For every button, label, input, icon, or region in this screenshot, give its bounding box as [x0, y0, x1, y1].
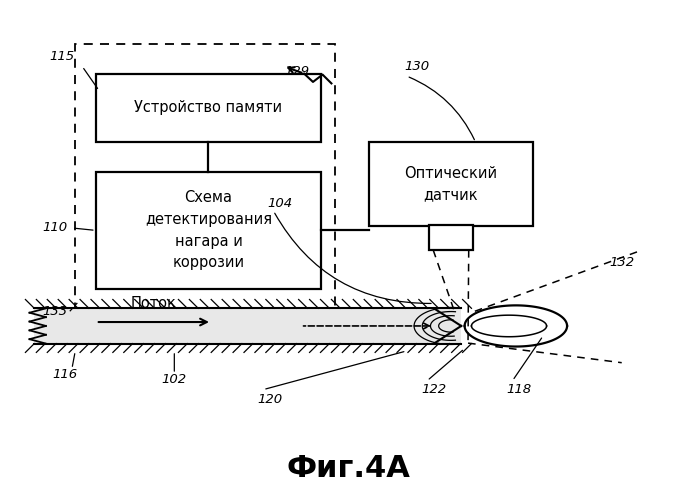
Text: 133: 133 [43, 304, 68, 318]
Text: Фиг.4А: Фиг.4А [286, 454, 411, 482]
Text: 130: 130 [404, 60, 429, 72]
Text: Устройство памяти: Устройство памяти [135, 100, 282, 116]
Bar [95, 172, 321, 289]
Text: Оптический
датчик: Оптический датчик [404, 166, 498, 202]
Text: 115: 115 [49, 50, 74, 63]
Text: 132: 132 [609, 256, 634, 269]
Bar [95, 74, 321, 142]
Text: 122: 122 [421, 383, 447, 396]
Text: 120: 120 [257, 393, 282, 406]
Text: 116: 116 [52, 368, 77, 382]
Bar [34, 308, 461, 344]
Text: Схема
детектирования
нагара и
коррозии: Схема детектирования нагара и коррозии [145, 190, 272, 270]
Text: 110: 110 [43, 222, 68, 234]
Bar [75, 44, 335, 338]
Text: 102: 102 [162, 374, 187, 386]
Text: 104: 104 [268, 197, 293, 210]
Text: Поток: Поток [131, 296, 177, 311]
Text: 118: 118 [507, 383, 532, 396]
Bar [369, 142, 533, 226]
Bar [429, 226, 473, 250]
Text: 129: 129 [284, 64, 310, 78]
